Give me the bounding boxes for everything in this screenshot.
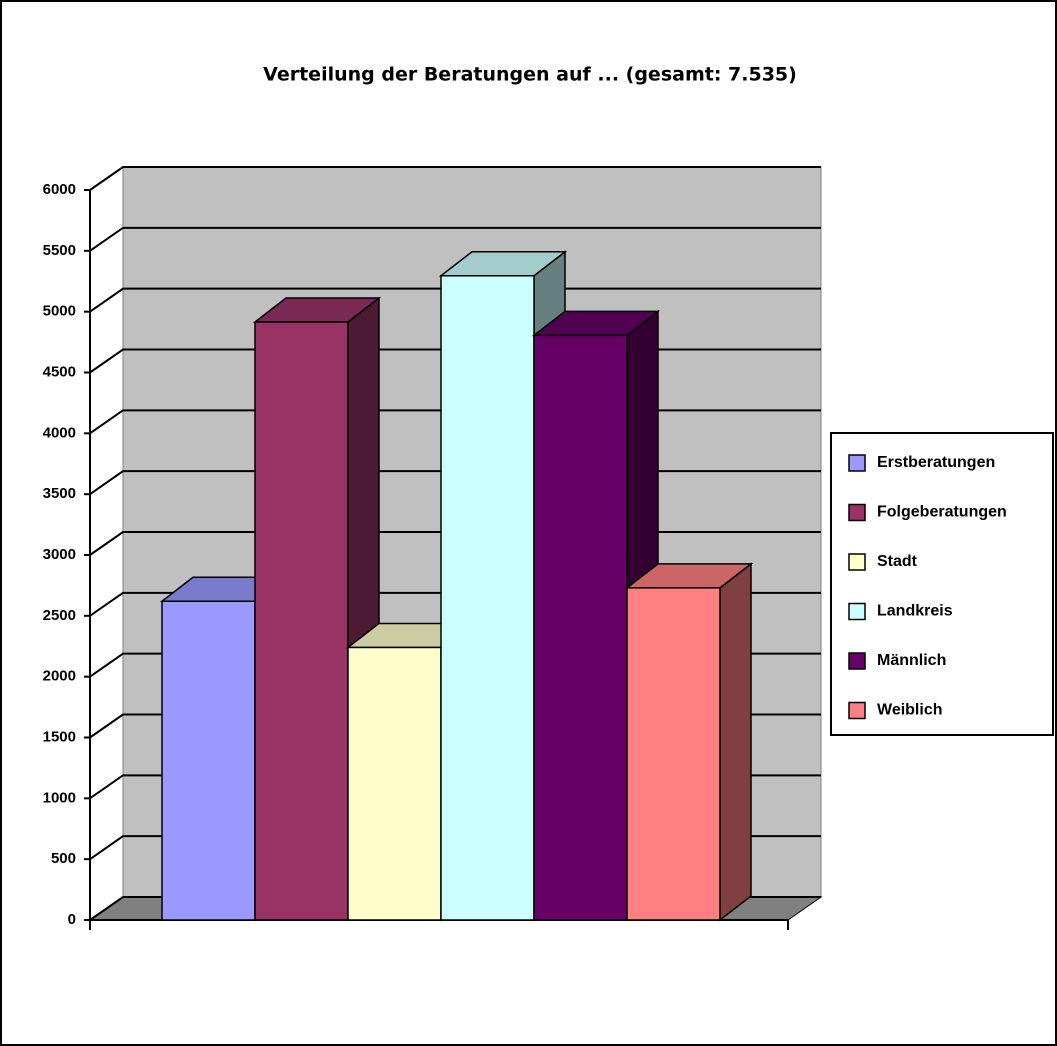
bar (626, 587, 721, 921)
legend-swatch (848, 602, 866, 621)
legend-label: Stadt (877, 553, 918, 570)
grid-line (89, 287, 821, 313)
y-tick-label: 4500 (43, 363, 76, 380)
bar (347, 646, 442, 921)
y-tick-label: 3500 (43, 485, 76, 502)
legend (830, 432, 1054, 736)
bar (254, 321, 349, 921)
y-tick-label: 4000 (43, 424, 76, 441)
grid-line (89, 226, 821, 252)
bar (440, 275, 535, 921)
legend-swatch (848, 652, 866, 670)
y-tick-label: 2000 (43, 668, 76, 685)
bar-side (719, 562, 752, 922)
y-tick-label: 500 (51, 850, 76, 867)
legend-label: Männlich (877, 652, 946, 669)
legend-label: Erstberatungen (877, 454, 995, 471)
legend-swatch (848, 454, 866, 472)
y-tick-label: 5000 (43, 303, 76, 320)
legend-swatch (848, 553, 866, 571)
legend-swatch (848, 503, 866, 522)
chart-title: Verteilung der Beratungen auf ... (gesam… (263, 64, 797, 86)
legend-label: Weiblich (877, 702, 943, 719)
y-tick-label: 1500 (43, 728, 76, 745)
y-tick-label: 3000 (43, 546, 76, 563)
y-tick-label: 5500 (43, 242, 76, 259)
y-tick-label: 2500 (43, 607, 76, 624)
grid-line (89, 166, 821, 191)
bar (161, 600, 256, 921)
y-tick-label: 0 (68, 911, 76, 928)
y-tick-label: 6000 (43, 181, 76, 198)
legend-label: Landkreis (877, 603, 953, 620)
y-tick-label: 1000 (43, 789, 76, 806)
bar (533, 334, 628, 921)
legend-swatch (848, 701, 866, 720)
legend-label: Folgeberatungen (877, 504, 1007, 521)
